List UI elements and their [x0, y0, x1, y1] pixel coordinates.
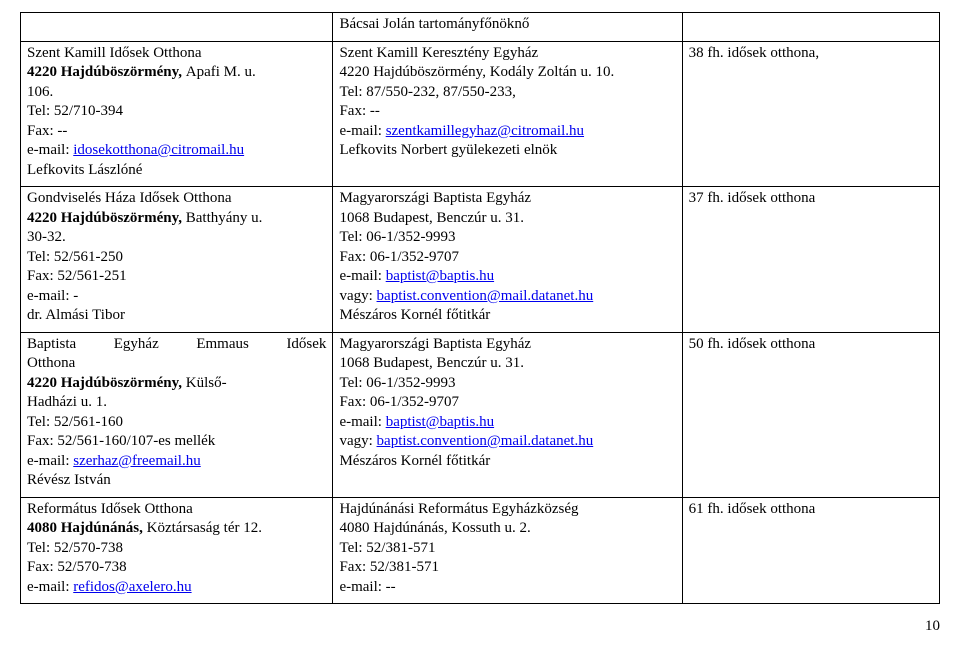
table-cell: Szent Kamill Keresztény Egyház4220 Hajdú…	[333, 41, 682, 187]
cell-line: Gondviselés Háza Idősek Otthona	[27, 189, 326, 209]
table-row: BaptistaEgyházEmmausIdősekOtthona4220 Ha…	[21, 332, 940, 497]
page-number: 10	[20, 618, 940, 635]
cell-line: Révész István	[27, 471, 326, 491]
bold-text: 4220 Hajdúböszörmény,	[27, 64, 186, 80]
cell-line: Tel: 06-1/352-9993	[339, 228, 675, 248]
cell-line: 1068 Budapest, Benczúr u. 31.	[339, 209, 675, 229]
table-cell: Szent Kamill Idősek Otthona4220 Hajdúbös…	[21, 41, 333, 187]
cell-line: Magyarországi Baptista Egyház	[339, 335, 675, 355]
cell-line: Hajdúnánási Református Egyházközség	[339, 500, 675, 520]
cell-line: 4220 Hajdúböszörmény, Külső-	[27, 374, 326, 394]
cell-line: 50 fh. idősek otthona	[689, 335, 933, 355]
table-cell: Magyarországi Baptista Egyház1068 Budape…	[333, 187, 682, 333]
cell-line: vagy: baptist.convention@mail.datanet.hu	[339, 432, 675, 452]
email-link[interactable]: baptist.convention@mail.datanet.hu	[377, 288, 594, 304]
data-table: Bácsai Jolán tartományfőnöknő Szent Kamil…	[20, 12, 940, 604]
cell-line: 61 fh. idősek otthona	[689, 500, 933, 520]
table-cell: BaptistaEgyházEmmausIdősekOtthona4220 Ha…	[21, 332, 333, 497]
email-link[interactable]: szerhaz@freemail.hu	[73, 453, 201, 469]
cell-line: Fax: --	[27, 122, 326, 142]
cell-line: 38 fh. idősek otthona,	[689, 44, 933, 64]
cell-line: e-mail: baptist@baptis.hu	[339, 413, 675, 433]
table-cell: 37 fh. idősek otthona	[682, 187, 939, 333]
table-row: Gondviselés Háza Idősek Otthona4220 Hajd…	[21, 187, 940, 333]
cell-line: 4080 Hajdúnánás, Köztársaság tér 12.	[27, 519, 326, 539]
cell-line: 1068 Budapest, Benczúr u. 31.	[339, 354, 675, 374]
table-cell	[682, 13, 939, 42]
cell-line: e-mail: --	[339, 578, 675, 598]
bold-text: 4080 Hajdúnánás,	[27, 520, 147, 536]
cell-line: Lefkovits Norbert gyülekezeti elnök	[339, 141, 675, 161]
cell-line: Tel: 52/561-250	[27, 248, 326, 268]
cell-line: BaptistaEgyházEmmausIdősek	[27, 335, 326, 355]
cell-line: Mészáros Kornél főtitkár	[339, 452, 675, 472]
cell-line: Fax: --	[339, 102, 675, 122]
cell-line: e-mail: baptist@baptis.hu	[339, 267, 675, 287]
table-cell: Református Idősek Otthona4080 Hajdúnánás…	[21, 497, 333, 604]
table-cell: Bácsai Jolán tartományfőnöknő	[333, 13, 682, 42]
cell-line: e-mail: refidos@axelero.hu	[27, 578, 326, 598]
cell-line: Szent Kamill Keresztény Egyház	[339, 44, 675, 64]
table-cell: Gondviselés Háza Idősek Otthona4220 Hajd…	[21, 187, 333, 333]
cell-line: Lefkovits Lászlóné	[27, 161, 326, 181]
table-cell: 61 fh. idősek otthona	[682, 497, 939, 604]
cell-line: e-mail: -	[27, 287, 326, 307]
table-cell: Magyarországi Baptista Egyház1068 Budape…	[333, 332, 682, 497]
cell-line: e-mail: idosekotthona@citromail.hu	[27, 141, 326, 161]
email-link[interactable]: baptist@baptis.hu	[386, 414, 494, 430]
cell-line: Hadházi u. 1.	[27, 393, 326, 413]
cell-line: Magyarországi Baptista Egyház	[339, 189, 675, 209]
cell-line: 4220 Hajdúböszörmény, Kodály Zoltán u. 1…	[339, 63, 675, 83]
cell-line: Szent Kamill Idősek Otthona	[27, 44, 326, 64]
cell-line: Tel: 52/570-738	[27, 539, 326, 559]
cell-line: Tel: 06-1/352-9993	[339, 374, 675, 394]
cell-line: Fax: 52/561-160/107-es mellék	[27, 432, 326, 452]
cell-line: Fax: 06-1/352-9707	[339, 393, 675, 413]
email-link[interactable]: szentkamillegyhaz@citromail.hu	[386, 123, 584, 139]
cell-line: 4220 Hajdúböszörmény, Apafi M. u.	[27, 63, 326, 83]
email-link[interactable]: baptist.convention@mail.datanet.hu	[377, 433, 594, 449]
cell-line: 4220 Hajdúböszörmény, Batthyány u.	[27, 209, 326, 229]
table-cell: 38 fh. idősek otthona,	[682, 41, 939, 187]
cell-line: Tel: 52/381-571	[339, 539, 675, 559]
cell-line: 37 fh. idősek otthona	[689, 189, 933, 209]
table-row: Református Idősek Otthona4080 Hajdúnánás…	[21, 497, 940, 604]
table-cell: 50 fh. idősek otthona	[682, 332, 939, 497]
email-link[interactable]: baptist@baptis.hu	[386, 268, 494, 284]
cell-line: e-mail: szerhaz@freemail.hu	[27, 452, 326, 472]
cell-line: vagy: baptist.convention@mail.datanet.hu	[339, 287, 675, 307]
email-link[interactable]: idosekotthona@citromail.hu	[73, 142, 244, 158]
bold-text: 4220 Hajdúböszörmény,	[27, 375, 186, 391]
cell-line: Tel: 52/710-394	[27, 102, 326, 122]
table-cell: Hajdúnánási Református Egyházközség4080 …	[333, 497, 682, 604]
cell-line: Fax: 52/381-571	[339, 558, 675, 578]
cell-line: Mészáros Kornél főtitkár	[339, 306, 675, 326]
email-link[interactable]: refidos@axelero.hu	[73, 579, 191, 595]
table-cell	[21, 13, 333, 42]
cell-line: 4080 Hajdúnánás, Kossuth u. 2.	[339, 519, 675, 539]
cell-line: 106.	[27, 83, 326, 103]
cell-line: Bácsai Jolán tartományfőnöknő	[339, 15, 675, 35]
cell-line: dr. Almási Tibor	[27, 306, 326, 326]
bold-text: 4220 Hajdúböszörmény,	[27, 210, 186, 226]
cell-line: Tel: 52/561-160	[27, 413, 326, 433]
cell-line: Református Idősek Otthona	[27, 500, 326, 520]
cell-line: Otthona	[27, 354, 326, 374]
cell-line: 30-32.	[27, 228, 326, 248]
cell-line: Fax: 52/561-251	[27, 267, 326, 287]
cell-line: Tel: 87/550-232, 87/550-233,	[339, 83, 675, 103]
cell-line: Fax: 52/570-738	[27, 558, 326, 578]
cell-line: Fax: 06-1/352-9707	[339, 248, 675, 268]
table-row: Szent Kamill Idősek Otthona4220 Hajdúbös…	[21, 41, 940, 187]
table-row: Bácsai Jolán tartományfőnöknő	[21, 13, 940, 42]
cell-line: e-mail: szentkamillegyhaz@citromail.hu	[339, 122, 675, 142]
